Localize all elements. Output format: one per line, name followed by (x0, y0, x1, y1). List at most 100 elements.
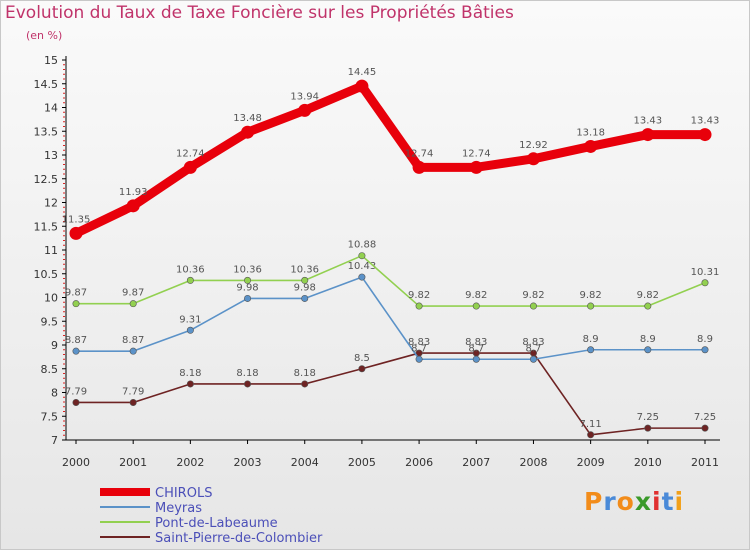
data-point (186, 380, 194, 388)
data-label: 7.79 (122, 386, 144, 397)
data-point (186, 276, 194, 284)
x-tick-label: 2002 (176, 456, 204, 469)
data-point (415, 355, 423, 363)
y-tick-label: 8.5 (41, 363, 59, 376)
y-tick-label: 8 (51, 387, 58, 400)
y-tick-label: 12.5 (34, 173, 59, 186)
x-tick-label: 2003 (234, 456, 262, 469)
data-label: 8.83 (465, 337, 487, 348)
data-point (698, 128, 712, 142)
legend-label: Pont-de-Labeaume (155, 516, 278, 531)
series-line-pont-de-labeaume (76, 254, 706, 307)
y-tick-label: 11.5 (34, 220, 59, 233)
data-label: 10.36 (233, 264, 262, 275)
data-label: 8.9 (697, 334, 713, 345)
y-tick-label: 15 (44, 54, 58, 67)
data-label: 14.45 (348, 67, 377, 78)
x-tick-label: 2008 (519, 456, 547, 469)
x-tick-label: 2010 (634, 456, 662, 469)
data-label: 8.5 (354, 353, 370, 364)
data-point (301, 276, 309, 284)
y-tick-label: 11 (44, 244, 58, 257)
data-label: 8.7 (468, 343, 484, 354)
y-tick-label: 10 (44, 292, 58, 305)
data-label: 9.98 (294, 282, 316, 293)
data-point (129, 347, 137, 355)
legend-label: Meyras (155, 501, 202, 516)
data-point (641, 128, 655, 142)
data-point (701, 346, 709, 354)
data-label: 11.93 (119, 187, 148, 198)
data-point (526, 152, 540, 166)
y-tick-label: 7.5 (41, 410, 59, 423)
data-point (72, 300, 80, 308)
data-point (244, 276, 252, 284)
data-label: 7.25 (637, 412, 659, 423)
data-label: 8.18 (294, 368, 316, 379)
data-point (469, 160, 483, 174)
data-point (701, 424, 709, 432)
data-point (644, 424, 652, 432)
data-label: 13.43 (633, 116, 662, 127)
data-label: 9.98 (236, 282, 258, 293)
data-label: 7.11 (580, 419, 602, 430)
y-tick-label: 14.5 (34, 78, 59, 91)
data-label: 12.74 (462, 148, 491, 159)
data-point (301, 294, 309, 302)
legend-label: Saint-Pierre-de-Colombier (155, 531, 323, 546)
data-point (126, 199, 140, 213)
data-label: 13.94 (290, 91, 319, 102)
data-point (587, 431, 595, 439)
data-point (472, 302, 480, 310)
y-tick-label: 14 (44, 102, 58, 115)
data-point (355, 79, 369, 93)
data-label: 9.82 (465, 290, 487, 301)
data-point (72, 398, 80, 406)
x-tick-label: 2007 (462, 456, 490, 469)
data-label: 9.82 (580, 290, 602, 301)
data-point (472, 355, 480, 363)
x-tick-label: 2000 (62, 456, 90, 469)
data-label: 10.31 (691, 267, 720, 278)
data-label: 9.82 (637, 290, 659, 301)
legend-label: CHIROLS (155, 486, 212, 501)
data-point (69, 226, 83, 240)
data-point (301, 380, 309, 388)
proxiti-logo: Proxiti (584, 487, 685, 516)
data-point (587, 346, 595, 354)
data-point (412, 160, 426, 174)
data-point (186, 326, 194, 334)
data-point (183, 160, 197, 174)
data-point (701, 279, 709, 287)
y-tick-label: 9.5 (41, 315, 59, 328)
series-line-meyras (76, 276, 705, 361)
y-tick-label: 10.5 (34, 268, 59, 281)
series-line-saint-pierre-de-colombier (76, 352, 705, 436)
x-tick-label: 2006 (405, 456, 433, 469)
data-label: 12.74 (176, 148, 205, 159)
data-label: 13.43 (691, 116, 720, 127)
data-label: 8.83 (522, 337, 544, 348)
data-point (644, 302, 652, 310)
data-point (129, 300, 137, 308)
data-label: 12.92 (519, 140, 548, 151)
data-point (298, 103, 312, 117)
chart-subtitle: (en %) (26, 29, 63, 42)
data-point (72, 347, 80, 355)
y-tick-label: 12 (44, 197, 58, 210)
data-label: 9.87 (65, 288, 87, 299)
data-label: 10.36 (290, 264, 319, 275)
data-label: 8.83 (408, 337, 430, 348)
data-point (129, 398, 137, 406)
data-label: 9.87 (122, 288, 144, 299)
y-tick-label: 13.5 (34, 125, 59, 138)
data-label: 8.7 (526, 343, 542, 354)
data-label: 9.31 (179, 314, 201, 325)
series-line-chirols (74, 81, 705, 238)
data-point (244, 380, 252, 388)
y-tick-label: 13 (44, 149, 58, 162)
data-point (241, 125, 255, 139)
data-label: 10.43 (348, 261, 377, 272)
data-point (415, 302, 423, 310)
